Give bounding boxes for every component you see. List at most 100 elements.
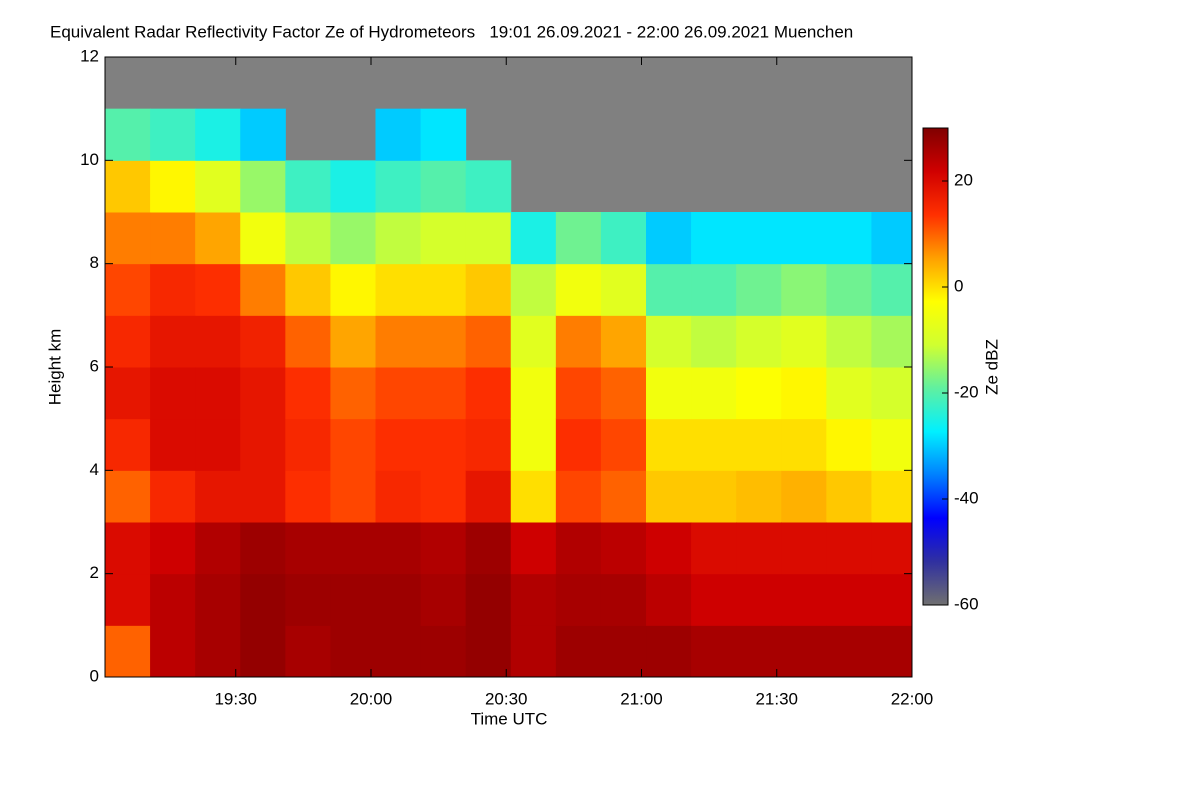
- cell: [240, 315, 286, 368]
- cell: [871, 418, 912, 471]
- cell: [600, 573, 647, 626]
- x-tick-label: 21:30: [755, 689, 798, 708]
- cell: [420, 522, 467, 575]
- cell: [195, 418, 241, 471]
- cell: [510, 625, 557, 677]
- cell: [555, 367, 602, 420]
- cell: [555, 212, 602, 265]
- cell: [285, 212, 331, 265]
- cell: [510, 573, 557, 626]
- cell: [465, 367, 512, 420]
- cell: [105, 212, 151, 265]
- cell: [105, 108, 151, 161]
- cell: [826, 263, 872, 316]
- cell: [555, 315, 602, 368]
- cell: [420, 625, 467, 677]
- cell: [150, 522, 196, 575]
- colorbar-tick-label: -20: [954, 382, 979, 401]
- cell: [826, 367, 872, 420]
- cell: [510, 315, 557, 368]
- cell: [510, 418, 557, 471]
- cell: [285, 573, 331, 626]
- cell: [555, 625, 602, 677]
- cell: [691, 212, 737, 265]
- cell: [420, 367, 467, 420]
- cell: [285, 522, 331, 575]
- cell: [781, 573, 827, 626]
- cell: [105, 263, 151, 316]
- cell: [375, 470, 422, 523]
- cell: [736, 263, 782, 316]
- cell: [510, 470, 557, 523]
- cell: [600, 625, 647, 677]
- cell: [646, 367, 692, 420]
- cell: [510, 367, 557, 420]
- cell: [555, 522, 602, 575]
- cell: [465, 263, 512, 316]
- cell: [826, 315, 872, 368]
- cell: [826, 470, 872, 523]
- cell: [150, 212, 196, 265]
- cell: [871, 573, 912, 626]
- cell: [195, 212, 241, 265]
- cell: [781, 625, 827, 677]
- cell: [150, 263, 196, 316]
- cell: [375, 625, 422, 677]
- cell: [375, 108, 422, 161]
- cell: [510, 212, 557, 265]
- cell: [285, 625, 331, 677]
- cell: [420, 108, 467, 161]
- cell: [736, 367, 782, 420]
- cell: [646, 418, 692, 471]
- cell: [465, 212, 512, 265]
- cell: [420, 418, 467, 471]
- cell: [285, 315, 331, 368]
- cell: [105, 470, 151, 523]
- cell: [375, 522, 422, 575]
- cell: [420, 315, 467, 368]
- cell: [285, 418, 331, 471]
- cell: [691, 573, 737, 626]
- cell: [736, 418, 782, 471]
- cell: [420, 573, 467, 626]
- cell: [826, 573, 872, 626]
- y-tick-label: 0: [90, 666, 99, 685]
- colorbar-tick-label: -60: [954, 594, 979, 613]
- cell: [646, 573, 692, 626]
- cell: [871, 263, 912, 316]
- x-tick-label: 20:30: [485, 689, 528, 708]
- colorbar-tick-label: 20: [954, 170, 973, 189]
- cell: [465, 160, 512, 213]
- cell: [195, 160, 241, 213]
- cell: [600, 470, 647, 523]
- cell: [781, 418, 827, 471]
- cell: [105, 418, 151, 471]
- cell: [330, 470, 377, 523]
- cell: [646, 522, 692, 575]
- cell: [826, 522, 872, 575]
- cell: [195, 367, 241, 420]
- cell: [150, 315, 196, 368]
- y-tick-label: 6: [90, 356, 99, 375]
- cell: [375, 367, 422, 420]
- cell: [240, 470, 286, 523]
- cell: [691, 470, 737, 523]
- cell: [781, 470, 827, 523]
- cell: [646, 625, 692, 677]
- cell: [600, 367, 647, 420]
- cell: [420, 470, 467, 523]
- x-tick-label: 19:30: [214, 689, 257, 708]
- y-tick-label: 2: [90, 563, 99, 582]
- cell: [600, 315, 647, 368]
- cell: [600, 263, 647, 316]
- cell: [240, 263, 286, 316]
- cell: [375, 418, 422, 471]
- cell: [330, 367, 377, 420]
- cell: [781, 315, 827, 368]
- cell: [105, 160, 151, 213]
- cell: [105, 625, 151, 677]
- cell: [375, 573, 422, 626]
- chart-title: Equivalent Radar Reflectivity Factor Ze …: [50, 22, 853, 41]
- cell: [871, 470, 912, 523]
- cell: [375, 160, 422, 213]
